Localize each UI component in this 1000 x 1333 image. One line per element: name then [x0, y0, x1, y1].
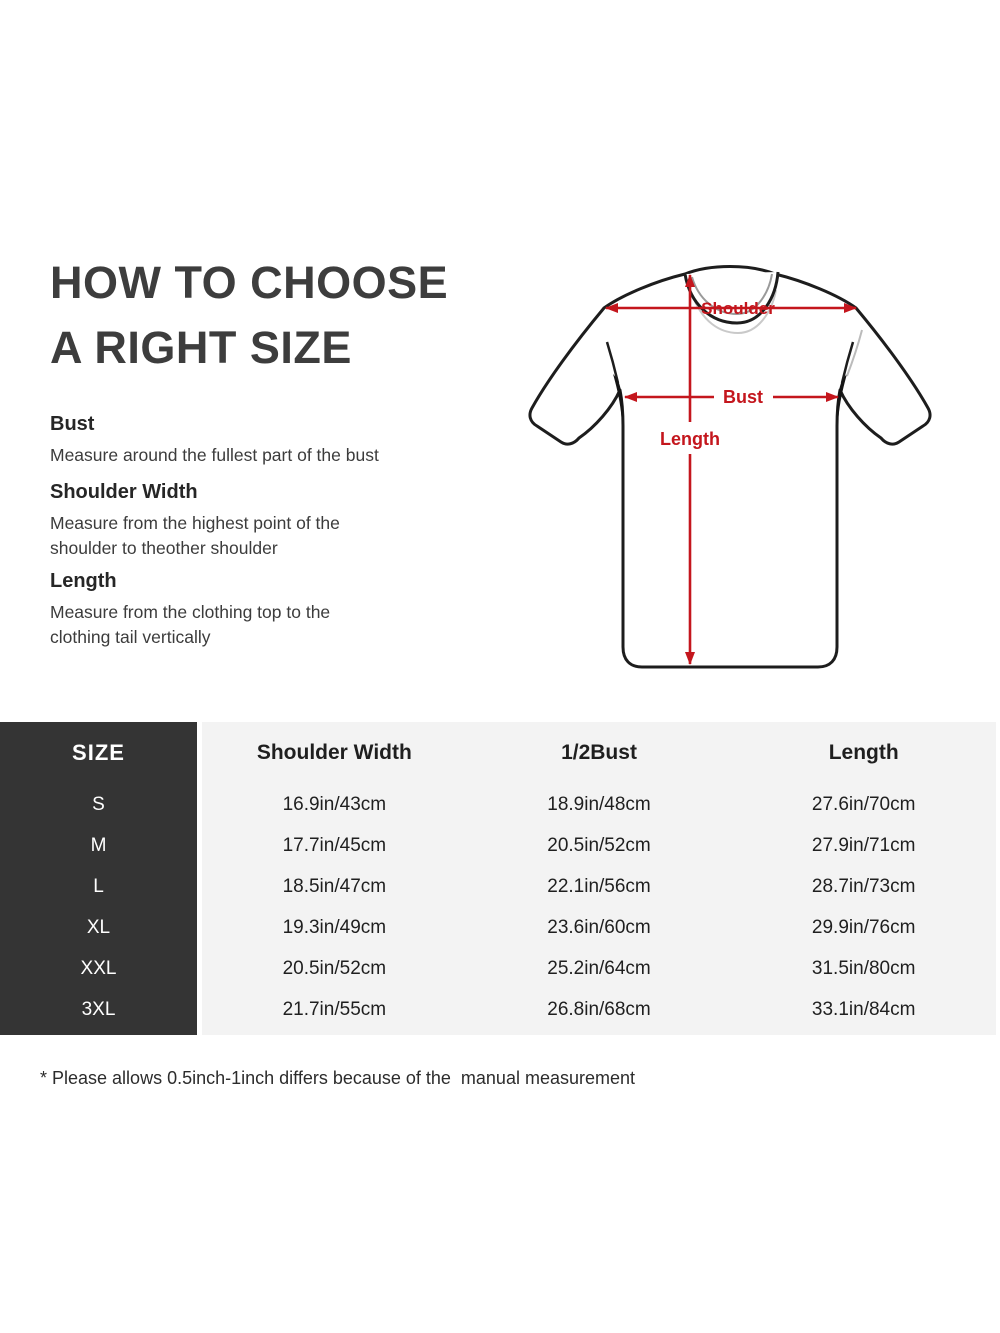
table-row-xl: 19.3in/49cm 23.6in/60cm 29.9in/76cm	[202, 908, 996, 949]
cell-shoulder: 21.7in/55cm	[282, 999, 387, 1021]
size-label-3xl: 3XL	[81, 999, 116, 1021]
measurement-disclaimer: * Please allows 0.5inch-1inch differs be…	[40, 1068, 636, 1088]
instruction-shoulder-heading: Shoulder Width	[50, 481, 198, 503]
right-underarm-shadow	[837, 374, 847, 424]
cell-shoulder: 16.9in/43cm	[282, 793, 387, 815]
column-header-length: Length	[828, 741, 899, 764]
tshirt-measurement-diagram: Shoulder Bust Length	[528, 265, 932, 669]
size-table-data-columns: Shoulder Width 1/2Bust Length 16.9in/43c…	[202, 722, 996, 1035]
instruction-bust-description: Measure around the fullest part of the b…	[50, 445, 379, 465]
instruction-length-description: Measure from the clothing top to the clo…	[50, 602, 331, 647]
cell-bust: 25.2in/64cm	[547, 958, 651, 980]
size-table: SIZE S M L XL XXL 3XL Shoulder Width 1/2…	[0, 722, 996, 1035]
left-armhole-seam	[605, 341, 620, 384]
collar-inner	[691, 273, 773, 316]
length-arrow-label: Length	[660, 429, 720, 449]
size-label-xxl: XXL	[80, 958, 117, 980]
table-row-m: 17.7in/45cm 20.5in/52cm 27.9in/71cm	[202, 825, 996, 866]
cell-bust: 20.5in/52cm	[547, 834, 651, 856]
cell-length: 33.1in/84cm	[811, 999, 916, 1021]
size-label-s: S	[92, 793, 105, 815]
instruction-bust: Bust Measure around the fullest part of …	[50, 413, 450, 468]
cell-shoulder: 20.5in/52cm	[282, 958, 387, 980]
size-label-xl: XL	[86, 917, 111, 939]
cell-length: 29.9in/76cm	[811, 917, 916, 939]
cell-shoulder: 17.7in/45cm	[282, 834, 387, 856]
instruction-shoulder-description: Measure from the highest point of the sh…	[50, 513, 340, 558]
size-label-m: M	[90, 834, 107, 856]
instruction-length: Length Measure from the clothing top to …	[50, 570, 380, 650]
cell-bust: 26.8in/68cm	[547, 999, 651, 1021]
table-row-s: 16.9in/43cm 18.9in/48cm 27.6in/70cm	[202, 784, 996, 825]
column-header-shoulder-width: Shoulder Width	[256, 741, 412, 764]
column-header-size: SIZE	[72, 740, 125, 765]
instruction-bust-heading: Bust	[50, 413, 95, 435]
bust-arrow-label: Bust	[723, 387, 763, 407]
size-label-l: L	[93, 875, 104, 897]
shoulder-arrow-label: Shoulder	[701, 299, 775, 318]
table-row-l: 18.5in/47cm 22.1in/56cm 28.7in/73cm	[202, 866, 996, 907]
size-table-size-column: SIZE S M L XL XXL 3XL	[0, 722, 197, 1035]
table-row-xxl: 20.5in/52cm 25.2in/64cm 31.5in/80cm	[202, 949, 996, 990]
instruction-length-heading: Length	[50, 570, 117, 592]
page-title-line1: HOW TO CHOOSE	[50, 257, 449, 308]
cell-length: 27.9in/71cm	[811, 834, 916, 856]
instruction-shoulder-width: Shoulder Width Measure from the highest …	[50, 481, 395, 561]
size-table-gutter	[197, 722, 202, 1035]
cell-length: 31.5in/80cm	[811, 958, 916, 980]
size-table-header-row: Shoulder Width 1/2Bust Length	[202, 722, 996, 784]
cell-bust: 22.1in/56cm	[547, 875, 651, 897]
column-header-half-bust: 1/2Bust	[561, 741, 637, 764]
right-sleeve-fold	[846, 329, 863, 377]
tshirt-outline	[528, 265, 932, 669]
cell-length: 27.6in/70cm	[811, 793, 916, 815]
cell-bust: 23.6in/60cm	[547, 917, 651, 939]
page-title-line2: A RIGHT SIZE	[50, 322, 352, 373]
cell-shoulder: 18.5in/47cm	[282, 875, 387, 897]
table-row-3xl: 21.7in/55cm 26.8in/68cm 33.1in/84cm	[202, 990, 996, 1031]
cell-bust: 18.9in/48cm	[547, 793, 651, 815]
right-armhole-seam	[840, 341, 855, 384]
left-underarm-shadow	[613, 374, 623, 424]
cell-shoulder: 19.3in/49cm	[282, 917, 387, 939]
cell-length: 28.7in/73cm	[811, 875, 916, 897]
page-title: HOW TO CHOOSE A RIGHT SIZE	[50, 250, 448, 380]
